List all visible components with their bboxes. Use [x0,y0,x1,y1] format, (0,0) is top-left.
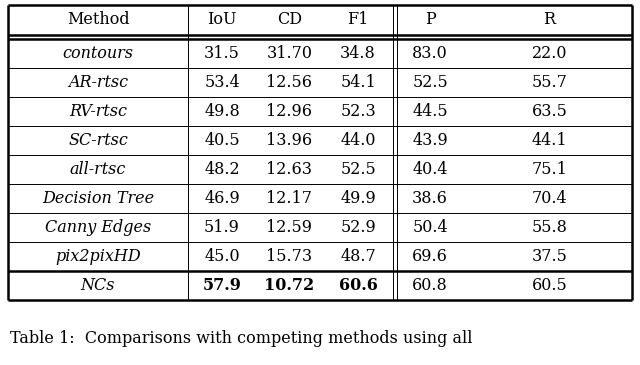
Text: 44.0: 44.0 [340,132,376,149]
Text: 40.5: 40.5 [204,132,240,149]
Text: 46.9: 46.9 [204,190,240,207]
Text: 12.17: 12.17 [266,190,312,207]
Text: 12.56: 12.56 [266,74,312,91]
Text: 31.70: 31.70 [266,45,312,62]
Text: 31.5: 31.5 [204,45,240,62]
Text: 48.7: 48.7 [340,248,376,265]
Text: 10.72: 10.72 [264,277,315,294]
Text: 13.96: 13.96 [266,132,312,149]
Text: 15.73: 15.73 [266,248,312,265]
Text: 49.8: 49.8 [204,103,240,120]
Text: 49.9: 49.9 [340,190,376,207]
Text: 12.96: 12.96 [266,103,312,120]
Text: 52.3: 52.3 [340,103,376,120]
Text: AR-rtsc: AR-rtsc [68,74,128,91]
Text: Decision Tree: Decision Tree [42,190,154,207]
Text: 48.2: 48.2 [204,161,240,178]
Text: 55.8: 55.8 [532,219,568,236]
Text: 52.9: 52.9 [340,219,376,236]
Text: 63.5: 63.5 [532,103,568,120]
Text: 57.9: 57.9 [203,277,241,294]
Text: 52.5: 52.5 [340,161,376,178]
Text: 60.6: 60.6 [339,277,378,294]
Text: 53.4: 53.4 [204,74,240,91]
Text: 70.4: 70.4 [532,190,567,207]
Text: 60.8: 60.8 [412,277,448,294]
Text: 44.5: 44.5 [412,103,448,120]
Text: 22.0: 22.0 [532,45,567,62]
Text: 37.5: 37.5 [532,248,568,265]
Text: Canny Edges: Canny Edges [45,219,151,236]
Text: 44.1: 44.1 [532,132,567,149]
Text: 75.1: 75.1 [532,161,568,178]
Text: F1: F1 [348,12,369,28]
Text: IoU: IoU [207,12,237,28]
Text: P: P [424,12,435,28]
Text: 50.4: 50.4 [412,219,448,236]
Text: 54.1: 54.1 [340,74,376,91]
Text: 40.4: 40.4 [412,161,448,178]
Text: 51.9: 51.9 [204,219,240,236]
Text: 12.63: 12.63 [266,161,312,178]
Text: CD: CD [277,12,302,28]
Text: NCs: NCs [81,277,115,294]
Text: RV-rtsc: RV-rtsc [69,103,127,120]
Text: 45.0: 45.0 [204,248,240,265]
Text: pix2pixHD: pix2pixHD [55,248,141,265]
Text: 69.6: 69.6 [412,248,448,265]
Text: 55.7: 55.7 [532,74,568,91]
Text: SC-rtsc: SC-rtsc [68,132,128,149]
Text: Table 1:  Comparisons with competing methods using all: Table 1: Comparisons with competing meth… [10,330,472,347]
Text: 52.5: 52.5 [412,74,448,91]
Text: 60.5: 60.5 [532,277,568,294]
Text: contours: contours [63,45,134,62]
Text: Method: Method [67,12,129,28]
Text: R: R [543,12,556,28]
Text: 34.8: 34.8 [340,45,376,62]
Text: 38.6: 38.6 [412,190,448,207]
Text: all-rtsc: all-rtsc [70,161,126,178]
Text: 12.59: 12.59 [266,219,312,236]
Text: 43.9: 43.9 [412,132,448,149]
Text: 83.0: 83.0 [412,45,448,62]
